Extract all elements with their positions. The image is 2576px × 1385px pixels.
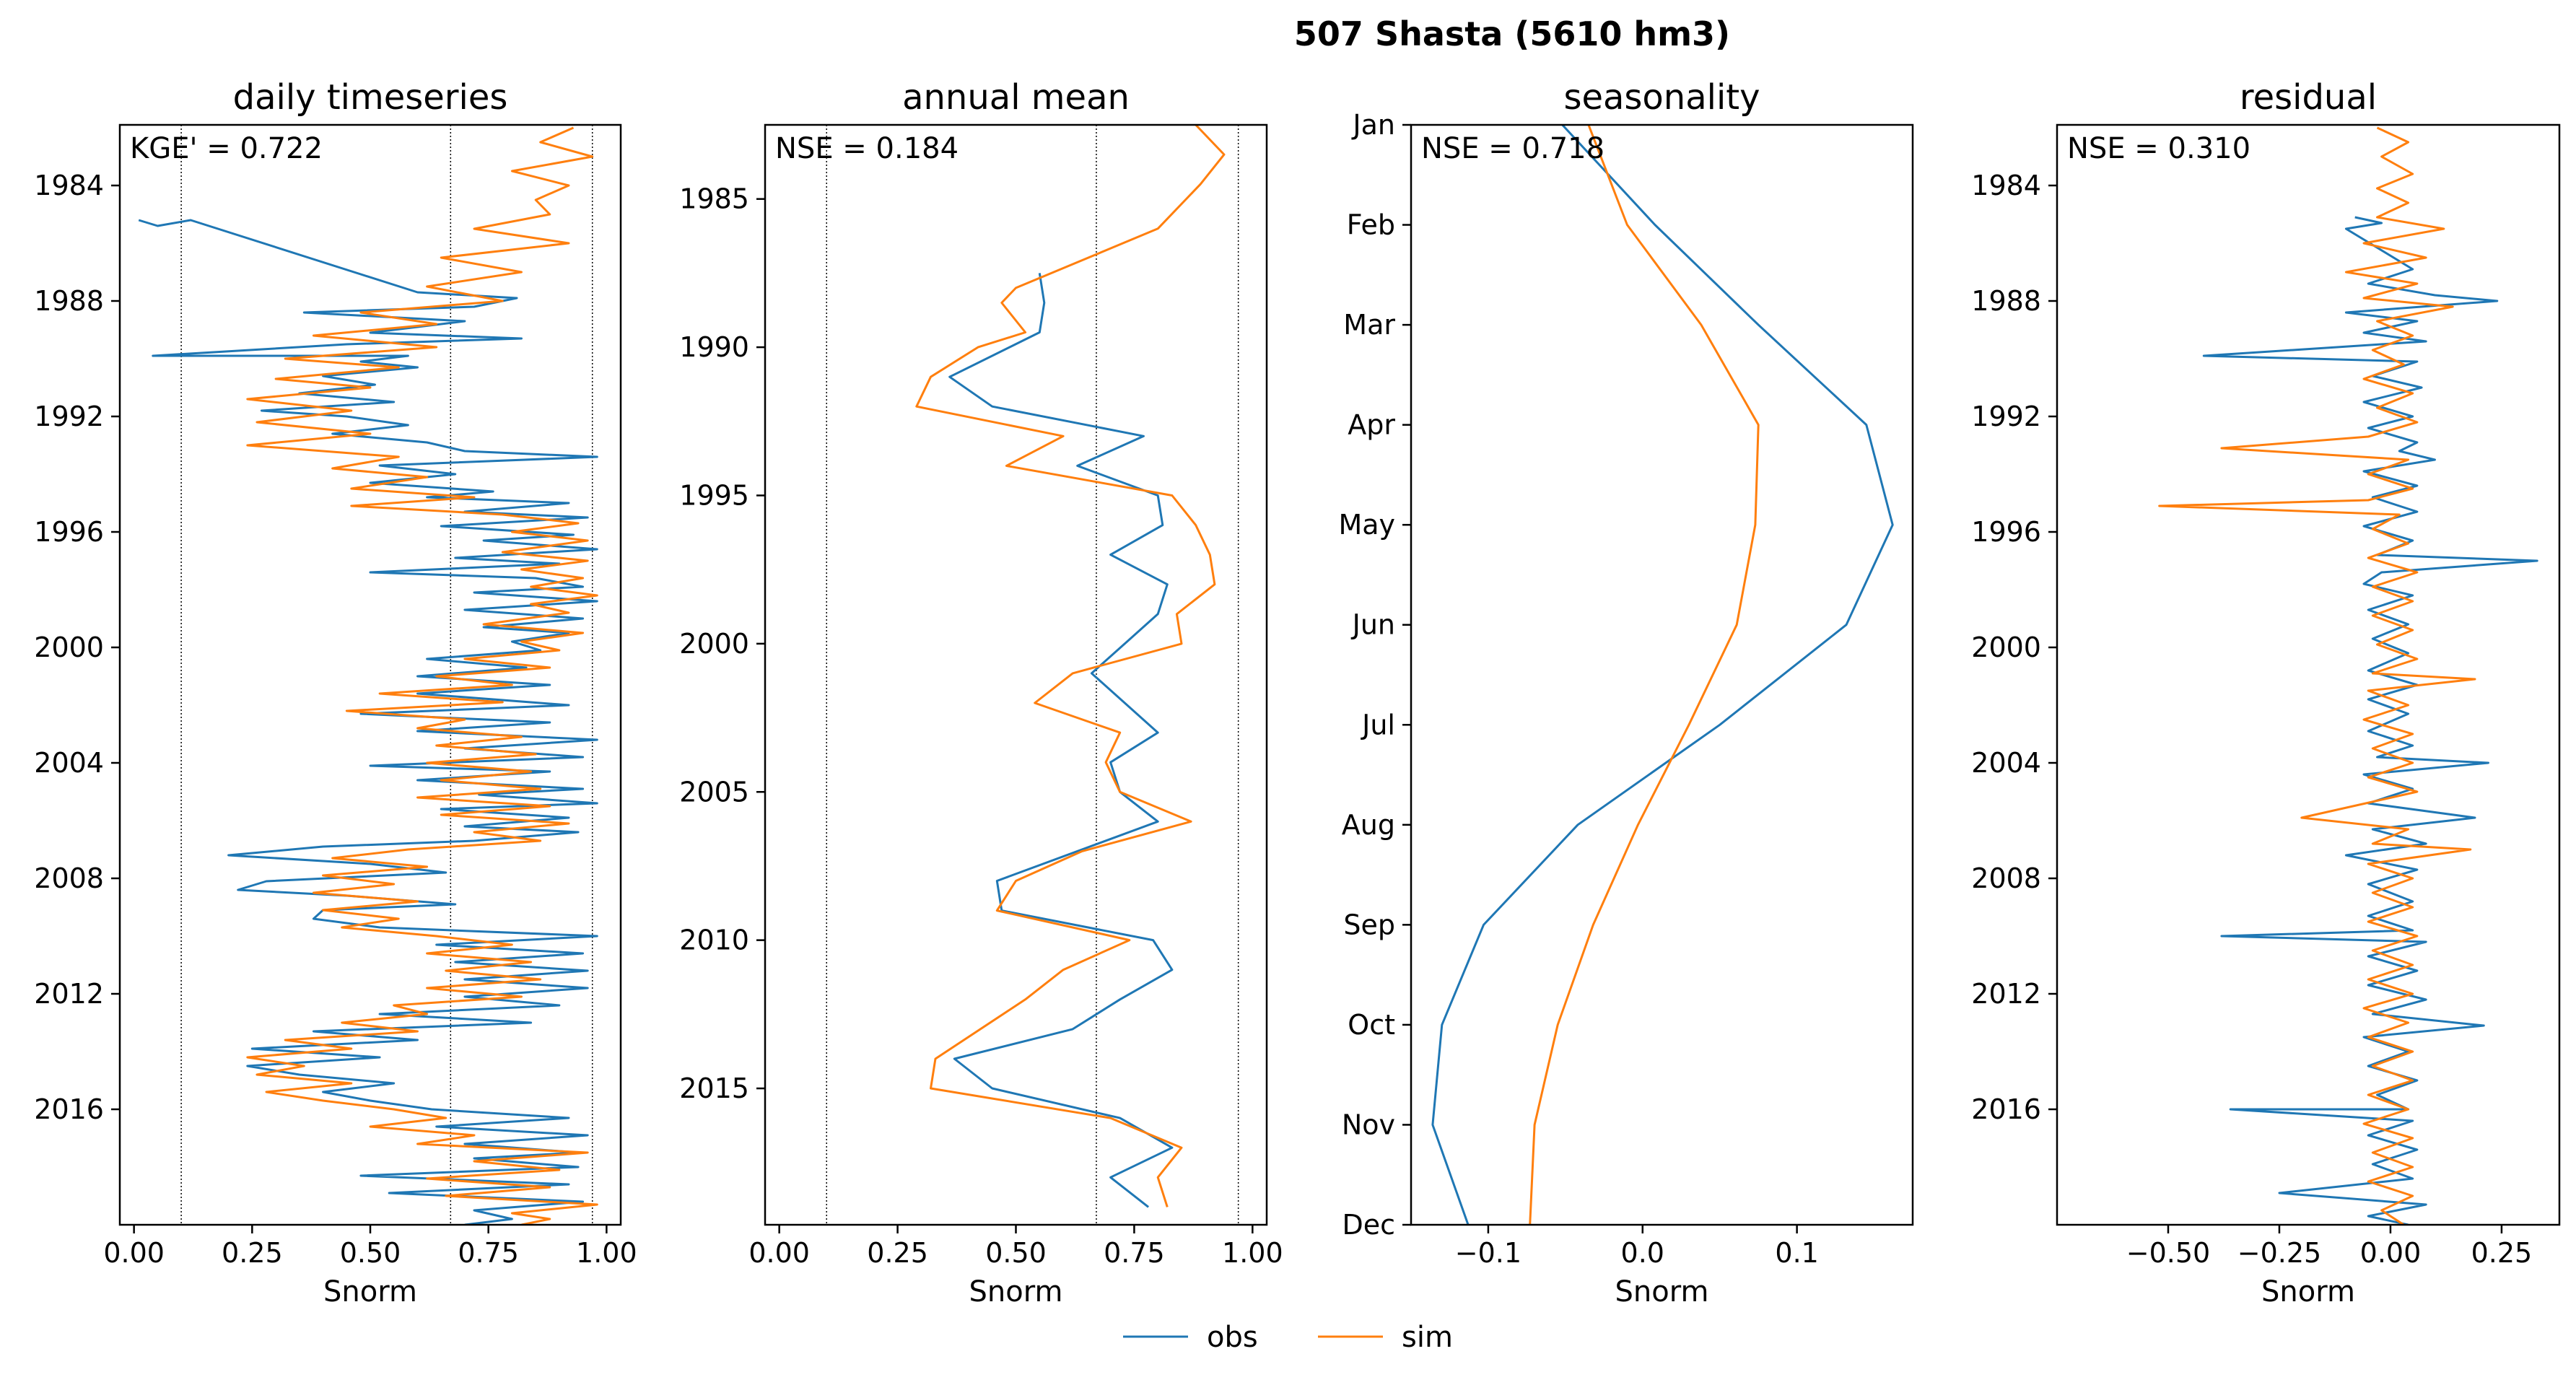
residual-series-sim xyxy=(2158,126,2476,1225)
annual-mean-ytick-label-0: 1985 xyxy=(679,183,749,215)
seasonality-ytick-label-9: Oct xyxy=(1348,1009,1395,1041)
seasonality-ytick-label-7: Aug xyxy=(1342,809,1395,841)
daily-timeseries-ytick-label-4: 2000 xyxy=(34,632,104,663)
residual-series-group xyxy=(2158,126,2538,1225)
seasonality-xtick-label-2: 0.1 xyxy=(1775,1237,1818,1269)
annual-mean-metric-label: NSE = 0.184 xyxy=(775,132,959,165)
daily-timeseries-ytick-label-3: 1996 xyxy=(34,516,104,548)
seasonality-ytick-label-5: Jun xyxy=(1351,609,1395,641)
residual-ytick-label-6: 2008 xyxy=(1971,862,2041,894)
daily-timeseries-xtick-label-0: 0.00 xyxy=(103,1237,165,1269)
seasonality-ytick-label-0: Jan xyxy=(1351,109,1395,141)
seasonality-ytick-label-6: Jul xyxy=(1361,709,1395,740)
residual-metric-label: NSE = 0.310 xyxy=(2067,132,2250,165)
daily-timeseries-ytick-label-5: 2004 xyxy=(34,747,104,779)
seasonality-series-group xyxy=(1431,125,1894,1225)
seasonality-ytick-label-3: Apr xyxy=(1348,409,1395,441)
seasonality-ytick-label-11: Dec xyxy=(1342,1209,1395,1241)
daily-timeseries-xtick-label-2: 0.50 xyxy=(340,1237,401,1269)
daily-timeseries-ytick-label-7: 2012 xyxy=(34,978,104,1010)
daily-timeseries-ytick-label-6: 2008 xyxy=(34,862,104,894)
daily-timeseries-series-group xyxy=(138,126,598,1225)
annual-mean-ytick-label-5: 2010 xyxy=(679,925,749,956)
annual-mean-series-obs xyxy=(948,273,1174,1208)
seasonality-series-obs xyxy=(1431,125,1894,1225)
daily-timeseries-ytick-label-1: 1988 xyxy=(34,285,104,317)
residual-title: residual xyxy=(2240,77,2377,118)
annual-mean-axes-frame xyxy=(764,123,1268,1226)
seasonality-ytick-label-4: May xyxy=(1338,509,1395,541)
annual-mean-title: annual mean xyxy=(902,77,1130,118)
panel-residual: −0.50 −0.25 0.00 0.25 1984 1988 1992 1996 2000 20… xyxy=(1971,77,2561,1308)
daily-timeseries-xtick-label-1: 0.25 xyxy=(222,1237,283,1269)
panel-annual-mean: 0.00 0.25 0.50 0.75 1.00 1985 1990 1995 2000 2005… xyxy=(679,77,1283,1308)
annual-mean-ytick-label-4: 2005 xyxy=(679,776,749,808)
residual-xtick-label-0: −0.50 xyxy=(2126,1237,2210,1269)
residual-ytick-label-8: 2016 xyxy=(1971,1093,2041,1125)
residual-ytick-label-7: 2012 xyxy=(1971,978,2041,1010)
seasonality-title: seasonality xyxy=(1563,77,1760,118)
daily-timeseries-ytick-label-8: 2016 xyxy=(34,1093,104,1125)
seasonality-series-sim xyxy=(1529,125,1760,1225)
annual-mean-xtick-label-1: 0.25 xyxy=(867,1237,928,1269)
annual-mean-ytick-label-3: 2000 xyxy=(679,628,749,660)
daily-timeseries-title: daily timeseries xyxy=(233,77,508,118)
residual-axes-frame xyxy=(2056,123,2561,1226)
annual-mean-xtick-label-4: 1.00 xyxy=(1222,1237,1283,1269)
seasonality-ytick-label-2: Mar xyxy=(1343,309,1395,341)
annual-mean-ytick-label-1: 1990 xyxy=(679,331,749,363)
seasonality-ytick-label-1: Feb xyxy=(1347,209,1395,241)
residual-xtick-label-1: −0.25 xyxy=(2237,1237,2321,1269)
seasonality-xtick-label-0: −0.1 xyxy=(1455,1237,1521,1269)
seasonality-metric-label: NSE = 0.718 xyxy=(1421,132,1604,165)
annual-mean-series-group xyxy=(915,125,1226,1208)
annual-mean-ytick-label-2: 1995 xyxy=(679,479,749,511)
daily-timeseries-xtick-label-4: 1.00 xyxy=(576,1237,637,1269)
residual-xtick-label-3: 0.25 xyxy=(2471,1237,2533,1269)
residual-xlabel: Snorm xyxy=(2261,1275,2355,1308)
daily-timeseries-series-sim xyxy=(246,126,598,1225)
residual-series-obs xyxy=(2202,216,2538,1225)
residual-ytick-label-4: 2000 xyxy=(1971,632,2041,663)
annual-mean-xtick-label-2: 0.50 xyxy=(985,1237,1047,1269)
annual-mean-xtick-label-0: 0.00 xyxy=(748,1237,810,1269)
residual-ytick-label-1: 1988 xyxy=(1971,285,2041,317)
annual-mean-series-sim xyxy=(915,125,1226,1207)
seasonality-xtick-label-1: 0.0 xyxy=(1621,1237,1664,1269)
residual-ytick-label-2: 1992 xyxy=(1971,401,2041,432)
annual-mean-ytick-label-6: 2015 xyxy=(679,1072,749,1104)
panel-seasonality: −0.1 0.0 0.1 Jan Feb Mar Apr May Jun Jul Aug Sep Oct… xyxy=(1338,77,1914,1308)
annual-mean-xlabel: Snorm xyxy=(969,1275,1063,1308)
seasonality-xlabel: Snorm xyxy=(1615,1275,1709,1308)
daily-timeseries-xtick-label-3: 0.75 xyxy=(458,1237,519,1269)
seasonality-axes-frame xyxy=(1410,123,1914,1226)
daily-timeseries-axes-frame xyxy=(118,123,622,1226)
residual-ytick-label-5: 2004 xyxy=(1971,747,2041,779)
residual-ytick-label-0: 1984 xyxy=(1971,170,2041,201)
daily-timeseries-ytick-label-0: 1984 xyxy=(34,170,104,201)
daily-timeseries-metric-label: KGE' = 0.722 xyxy=(130,132,323,165)
residual-xtick-label-2: 0.00 xyxy=(2360,1237,2422,1269)
seasonality-ytick-label-10: Nov xyxy=(1342,1109,1395,1140)
figure-suptitle: 507 Shasta (5610 hm3) xyxy=(1294,14,1730,53)
legend-label-obs: obs xyxy=(1207,1321,1258,1354)
annual-mean-xtick-label-3: 0.75 xyxy=(1104,1237,1165,1269)
seasonality-ytick-label-8: Sep xyxy=(1343,909,1395,940)
daily-timeseries-xlabel: Snorm xyxy=(323,1275,417,1308)
daily-timeseries-ytick-label-2: 1992 xyxy=(34,401,104,432)
panel-daily-timeseries: 0.00 0.25 0.50 0.75 1.00 1984 1988 1992 1996 2000… xyxy=(34,77,637,1308)
legend: obs sim xyxy=(1123,1321,1453,1354)
legend-label-sim: sim xyxy=(1402,1321,1453,1354)
residual-ytick-label-3: 1996 xyxy=(1971,516,2041,548)
